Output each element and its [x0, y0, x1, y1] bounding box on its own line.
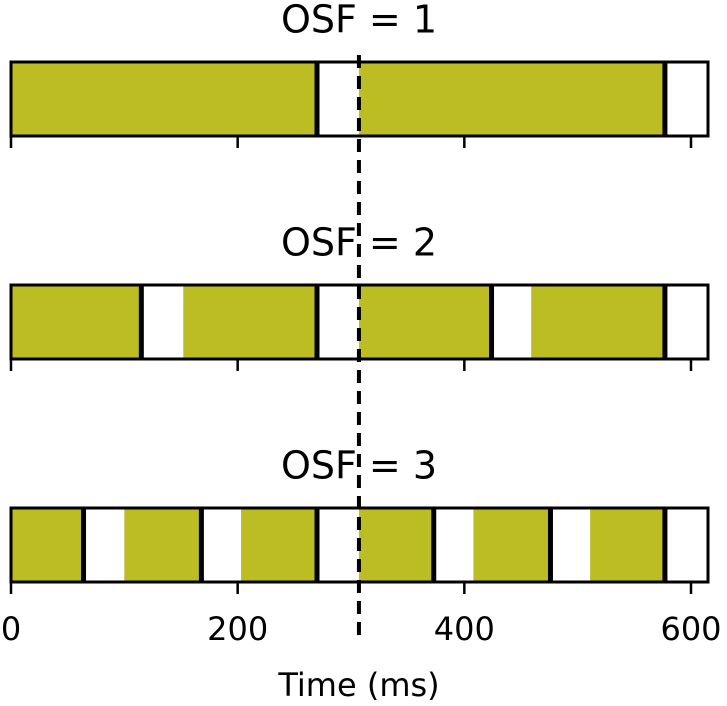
- x-axis-label: Time (ms): [277, 666, 439, 704]
- segment: [358, 285, 492, 359]
- x-tick-label: 200: [207, 610, 268, 648]
- segment: [531, 285, 665, 359]
- segment: [473, 508, 551, 582]
- segment: [358, 508, 434, 582]
- x-tick-label: 600: [660, 610, 721, 648]
- segment: [241, 508, 317, 582]
- x-tick-label: 0: [1, 610, 21, 648]
- panel-title: OSF = 1: [281, 0, 437, 42]
- segment: [590, 508, 665, 582]
- x-tick-label: 400: [434, 610, 495, 648]
- segment: [183, 285, 317, 359]
- segment: [11, 285, 142, 359]
- segment: [124, 508, 202, 582]
- segment: [11, 62, 317, 136]
- segment: [358, 62, 665, 136]
- segment: [11, 508, 84, 582]
